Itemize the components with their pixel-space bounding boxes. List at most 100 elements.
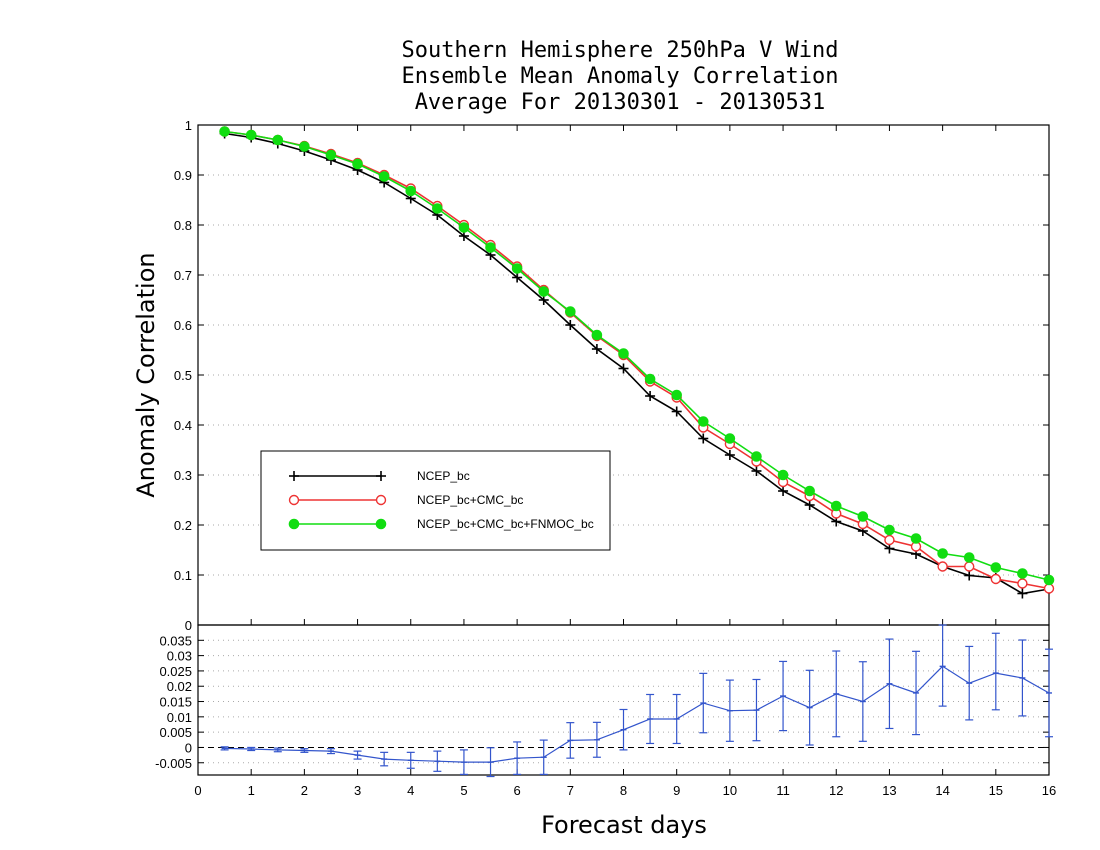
- difference-series: [220, 624, 1053, 778]
- data-point: [352, 158, 363, 170]
- data-point: [405, 185, 417, 197]
- data-point: [751, 466, 762, 476]
- difference-line: [224, 665, 1050, 763]
- x-axis-label: Forecast days: [541, 811, 707, 839]
- y-tick-label: 0.7: [174, 268, 192, 283]
- data-point: [937, 561, 948, 572]
- chart-title-line-2: Ensemble Mean Anomaly Correlation: [401, 64, 839, 89]
- x-tick-label: 15: [989, 783, 1003, 798]
- legend-marker-start: [288, 518, 300, 530]
- y-tick-label: 0.03: [167, 649, 192, 664]
- data-point: [618, 348, 629, 359]
- data-point: [245, 129, 257, 141]
- data-point: [432, 203, 443, 214]
- data-point: [1017, 568, 1028, 579]
- data-point: [565, 306, 576, 317]
- data-point: [458, 222, 470, 233]
- data-point: [1017, 588, 1028, 599]
- difference-layer: [220, 624, 1053, 778]
- data-point: [937, 548, 948, 559]
- x-tick-label: 9: [673, 783, 680, 798]
- y-tick-label: 0.2: [174, 518, 192, 533]
- data-point: [804, 500, 815, 510]
- data-point: [751, 451, 762, 462]
- data-point: [1017, 578, 1028, 589]
- y-tick-label: 0.035: [159, 633, 192, 648]
- y-axis-label: Anomaly Correlation: [132, 252, 160, 497]
- data-point: [990, 562, 1002, 573]
- y-tick-label: -0.005: [155, 756, 192, 771]
- data-point: [671, 406, 682, 417]
- data-point: [724, 450, 735, 460]
- y-tick-label: 0.025: [159, 664, 192, 679]
- data-point: [591, 344, 602, 354]
- legend-entry: NCEP_bc: [289, 469, 470, 483]
- chart-title-line-3: Average For 20130301 - 20130531: [414, 90, 826, 115]
- y-tick-label: 0.02: [167, 679, 192, 694]
- x-tick-label: 10: [723, 783, 737, 798]
- legend-marker-start: [289, 471, 299, 481]
- x-tick-label: 3: [354, 783, 361, 798]
- x-tick-label: 16: [1042, 783, 1056, 798]
- data-point: [538, 286, 550, 297]
- data-point: [512, 272, 523, 283]
- data-point: [644, 373, 656, 385]
- diff-plot-frame: [197, 624, 1050, 776]
- data-point: [1043, 574, 1055, 586]
- series-2: [219, 126, 1055, 586]
- legend-label: NCEP_bc+CMC_bc: [417, 493, 523, 507]
- data-point: [698, 433, 709, 444]
- y-tick-label: 0.6: [174, 318, 192, 333]
- legend-marker-end: [375, 494, 387, 506]
- y-tick-label: 0.5: [174, 368, 192, 383]
- y-tick-label: 1: [185, 118, 192, 133]
- x-tick-label: 12: [829, 783, 843, 798]
- legend-label: NCEP_bc+CMC_bc+FNMOC_bc: [417, 517, 594, 531]
- x-tick-label: 4: [407, 783, 414, 798]
- y-tick-label: 0.9: [174, 168, 192, 183]
- y-tick-label: 0.8: [174, 218, 192, 233]
- legend-label: NCEP_bc: [417, 469, 470, 483]
- data-point: [697, 416, 709, 427]
- x-tick-label: 7: [567, 783, 574, 798]
- data-point: [830, 500, 842, 512]
- data-point: [964, 561, 975, 572]
- data-point: [272, 134, 284, 146]
- x-tick-label: 11: [776, 783, 790, 798]
- y-tick-label: 0.01: [167, 710, 192, 725]
- y-tick-label: 0.015: [159, 695, 192, 710]
- data-point: [777, 469, 789, 481]
- data-point: [618, 363, 629, 374]
- legend-marker-end: [375, 518, 387, 530]
- legend-entry: NCEP_bc+CMC_bc+FNMOC_bc: [288, 517, 594, 531]
- legend-entry: NCEP_bc+CMC_bc: [288, 493, 523, 507]
- data-point: [645, 391, 656, 401]
- data-point: [910, 533, 922, 544]
- legend-marker-start: [288, 494, 300, 506]
- x-tick-label: 5: [460, 783, 467, 798]
- y-tick-label: 0.4: [174, 418, 192, 433]
- series-layer: [219, 126, 1055, 599]
- data-point: [565, 320, 576, 330]
- data-point: [804, 485, 815, 497]
- data-point: [511, 263, 523, 274]
- x-tick-label: 14: [935, 783, 949, 798]
- legend-marker-end: [376, 471, 386, 481]
- data-point: [884, 524, 895, 536]
- legend-layer: NCEP_bc NCEP_bc+CMC_bc NCEP_bc+CMC_bc+FNMO…: [260, 450, 611, 551]
- data-point: [485, 242, 496, 253]
- x-tick-label: 2: [301, 783, 308, 798]
- y-tick-label: 0.1: [174, 568, 192, 583]
- data-point: [884, 534, 895, 546]
- data-point: [325, 149, 337, 161]
- x-tick-label: 1: [248, 783, 255, 798]
- frame-layer: [197, 124, 1050, 776]
- data-point: [724, 433, 736, 444]
- data-point: [964, 570, 975, 581]
- y-tick-label: 0: [185, 740, 192, 755]
- y-tick-label: 0.3: [174, 468, 192, 483]
- data-point: [299, 141, 310, 152]
- x-tick-label: 13: [882, 783, 896, 798]
